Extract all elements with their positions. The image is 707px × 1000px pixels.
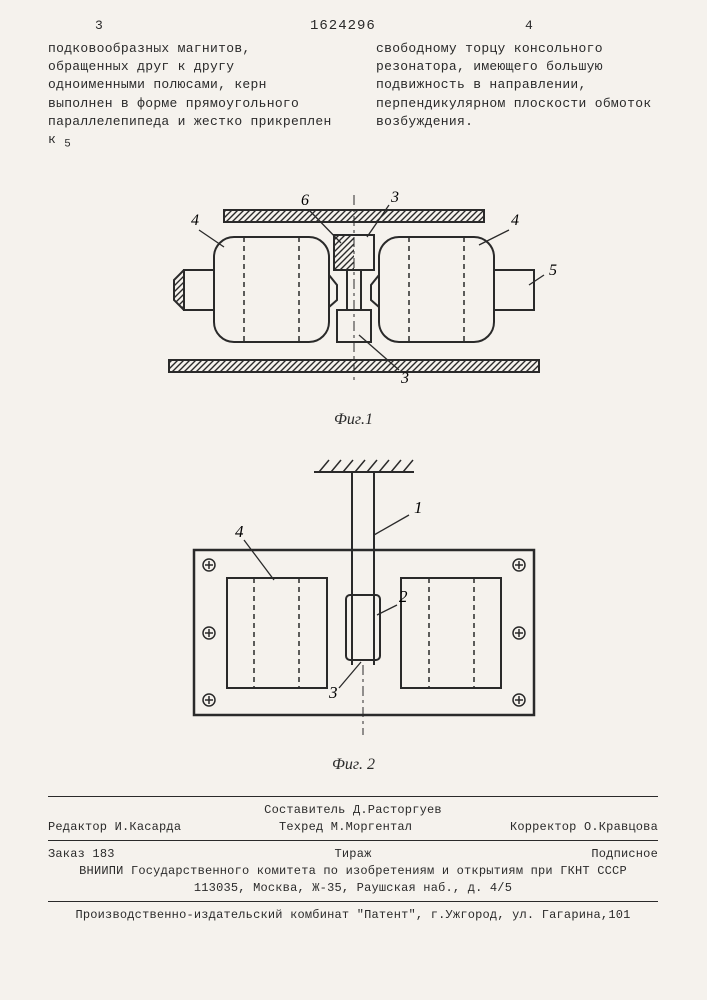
footer: Составитель Д.Расторгуев Редактор И.Каса… [48, 790, 658, 925]
fig2-label-1: 1 [414, 498, 423, 517]
org-line-2: 113035, Москва, Ж-35, Раушская наб., д. … [48, 881, 658, 895]
printer-line: Производственно-издательский комбинат "П… [48, 908, 658, 922]
text-column-left: подковообразных магнитов, обращенных дру… [48, 40, 338, 153]
body-text-left: подковообразных магнитов, обращенных дру… [48, 41, 332, 147]
fig2-label-2: 2 [399, 587, 408, 606]
page-number-right: 4 [525, 18, 533, 33]
patent-page: 3 1624296 4 подковообразных магнитов, об… [0, 0, 707, 1000]
fig1-label-4a: 4 [191, 212, 199, 229]
corrector-cell: Корректор О.Кравцова [510, 820, 658, 834]
page-number-left: 3 [95, 18, 103, 33]
figure-1: 4 4 6 3 3 5 Фиг.1 [0, 175, 707, 429]
fig1-label-4b: 4 [511, 212, 519, 229]
fig1-label-3a: 3 [390, 189, 399, 206]
compiler-label: Составитель [264, 803, 345, 817]
text-column-right: свободному торцу консольного резонатора,… [376, 40, 666, 131]
tirazh-label: Тираж [335, 847, 372, 861]
figure-1-caption: Фиг.1 [0, 411, 707, 429]
figure-2-caption: Фиг. 2 [0, 756, 707, 774]
editor-cell: Редактор И.Касарда [48, 820, 181, 834]
figure-1-svg: 4 4 6 3 3 5 [129, 175, 579, 405]
org-line-1: ВНИИПИ Государственного комитета по изоб… [48, 864, 658, 878]
figure-2-svg: 4 1 2 3 [139, 450, 569, 750]
podpisnoe: Подписное [591, 847, 658, 861]
fig2-label-3: 3 [328, 683, 338, 702]
compiler-name: Д.Расторгуев [353, 803, 442, 817]
line-marker-5: 5 [64, 139, 71, 151]
figure-2: 4 1 2 3 Фиг. 2 [0, 450, 707, 774]
order-cell: Заказ 183 [48, 847, 115, 861]
fig1-label-3b: 3 [400, 370, 409, 387]
fig2-label-4: 4 [235, 522, 244, 541]
techred-cell: Техред М.Моргентал [279, 820, 412, 834]
fig1-label-6: 6 [301, 192, 309, 209]
document-number: 1624296 [310, 18, 376, 34]
fig1-label-5: 5 [549, 262, 557, 279]
